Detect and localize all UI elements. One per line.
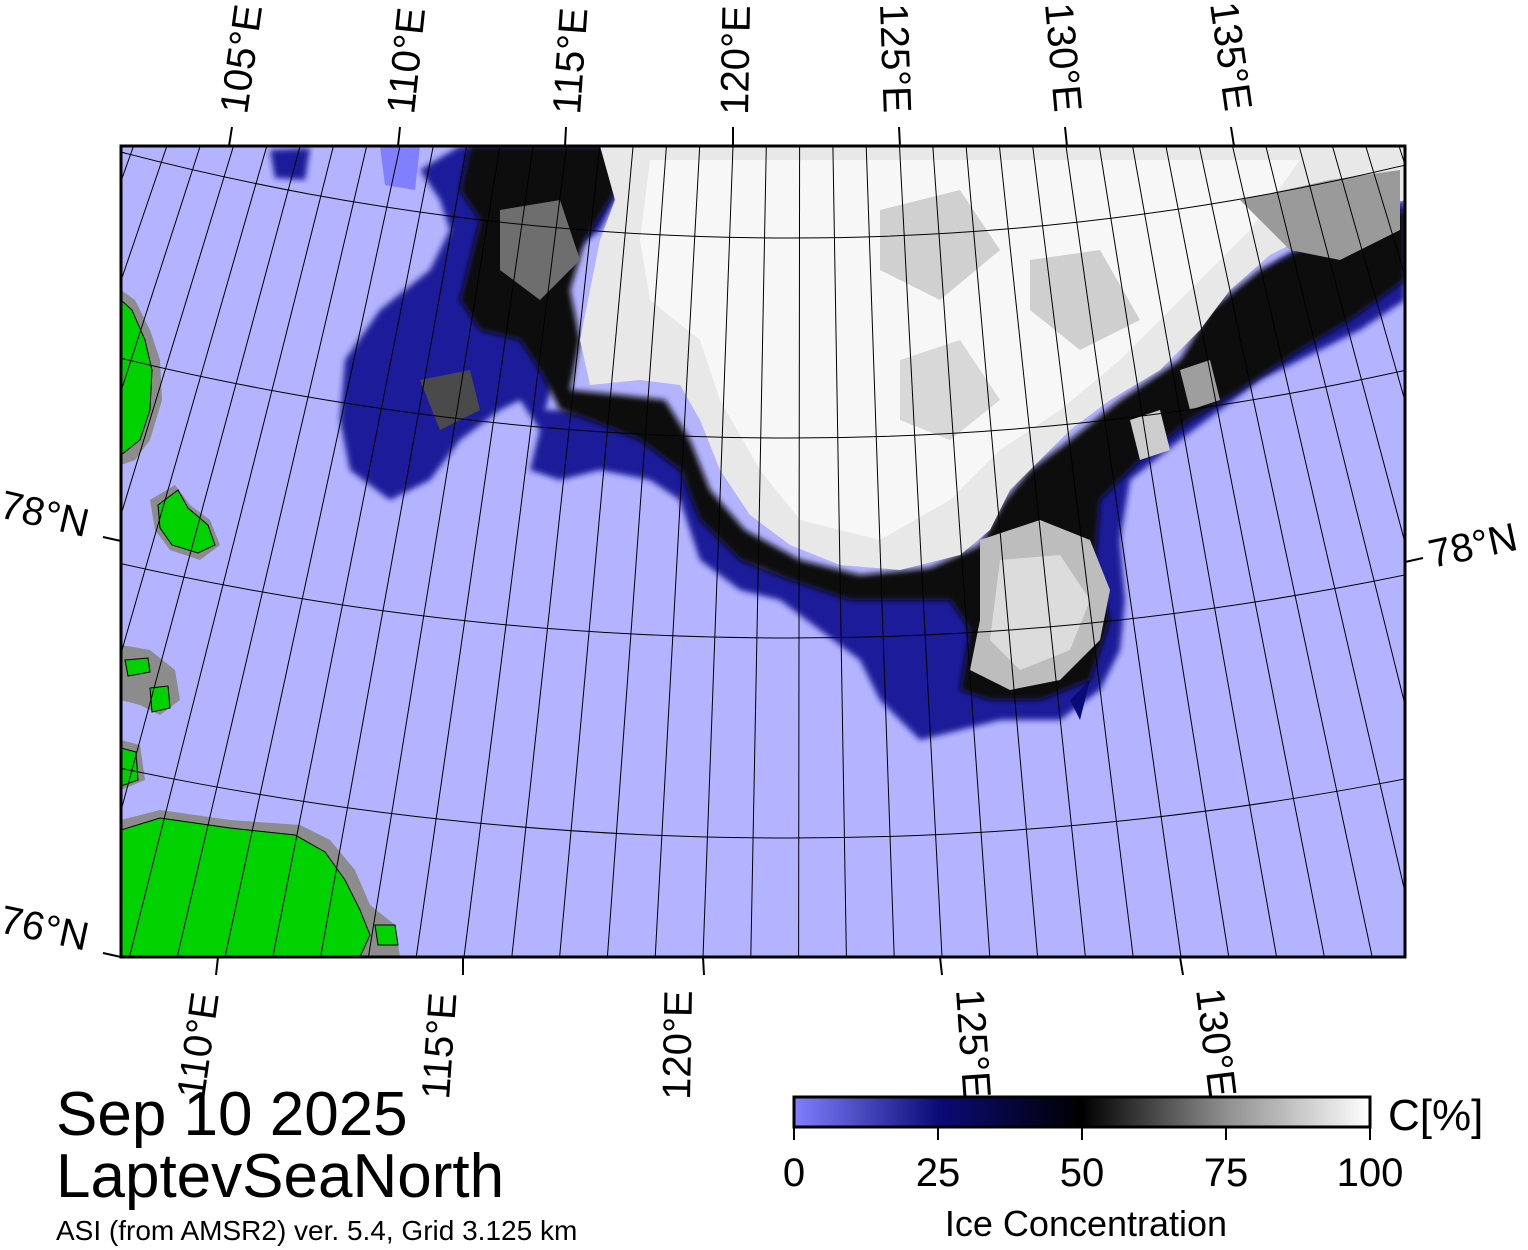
source-label: ASI (from AMSR2) ver. 5.4, Grid 3.125 km — [56, 1215, 578, 1246]
colorbar-gradient — [792, 1095, 1372, 1129]
tick-marks — [102, 126, 1424, 976]
meridian-line — [176, 146, 368, 957]
top-longitude-labels: 105°E 110°E 115°E 120°E 125°E 130°E 135°… — [212, 0, 1260, 116]
west-ice-patches — [270, 146, 420, 190]
meridian-line — [750, 146, 767, 957]
meridian-line — [1265, 146, 1405, 707]
meridian-line — [415, 146, 534, 957]
meridian-line — [121, 146, 201, 393]
meridian-line — [932, 146, 991, 957]
meridian-line — [121, 146, 135, 183]
meridian-line — [1032, 146, 1134, 957]
meridian-line — [998, 146, 1086, 957]
meridian-line — [1232, 146, 1405, 895]
meridian-line — [128, 146, 334, 957]
colorbar: 0 25 50 75 100 C[%] Ice Concentration — [783, 1091, 1483, 1244]
top-lon-label: 115°E — [545, 6, 596, 115]
meridian-line — [511, 146, 601, 957]
top-lon-label: 125°E — [871, 3, 919, 114]
left-lat-label: 76°N — [0, 898, 93, 960]
bottom-lon-label: 120°E — [655, 990, 701, 1100]
meridian-line — [606, 146, 667, 957]
colorbar-tick-label: 75 — [1204, 1151, 1249, 1195]
colorbar-ticks — [793, 1127, 1371, 1140]
top-lon-label: 130°E — [1036, 1, 1089, 114]
meridian-line — [654, 146, 701, 957]
meridian-line — [1098, 146, 1230, 957]
date-label: Sep 10 2025 — [56, 1080, 408, 1149]
meridian-line — [1132, 146, 1278, 957]
top-lon-label: 135°E — [1201, 0, 1260, 114]
meridian-line — [121, 146, 268, 656]
colorbar-tick-label: 0 — [783, 1151, 805, 1195]
region-label: LaptevSeaNorth — [56, 1142, 505, 1211]
meridian-line — [121, 146, 234, 517]
meridian-line — [1065, 146, 1182, 957]
map-frame — [119, 144, 1407, 959]
meridian-line — [0, 146, 100, 957]
colorbar-unit: C[%] — [1388, 1091, 1483, 1140]
meridian-line — [798, 146, 801, 957]
graticule — [0, 146, 1405, 957]
meridian-line — [121, 146, 301, 813]
colorbar-tick-labels: 0 25 50 75 100 — [783, 1151, 1404, 1195]
top-lon-label: 120°E — [713, 5, 759, 115]
meridian-line — [367, 146, 501, 957]
meridian-line — [865, 146, 895, 957]
top-lon-label: 105°E — [212, 2, 271, 116]
top-lon-label: 110°E — [379, 5, 434, 115]
meridian-line — [965, 146, 1039, 957]
meridian-line — [463, 146, 567, 957]
meridian-line — [702, 146, 734, 957]
meridian-line — [1298, 146, 1405, 545]
land-masses — [121, 290, 400, 957]
meridian-line — [1198, 146, 1373, 957]
colorbar-tick-label: 100 — [1337, 1151, 1404, 1195]
right-lat-label: 78°N — [1425, 515, 1522, 577]
meridian-line — [224, 146, 401, 957]
bottom-lon-label: 115°E — [414, 991, 465, 1100]
latitude-labels: 78°N 76°N 78°N — [0, 483, 1521, 959]
meridian-line — [0, 146, 34, 957]
ice-edge-band — [340, 146, 1405, 740]
meridian-line — [0, 146, 67, 957]
left-lat-label: 78°N — [0, 483, 93, 546]
meridian-line — [559, 146, 634, 957]
colorbar-tick-label: 25 — [916, 1151, 961, 1195]
bottom-lon-label: 130°E — [1187, 986, 1244, 1100]
colorbar-tick-label: 50 — [1060, 1151, 1105, 1195]
meridian-line — [1165, 146, 1325, 957]
colorbar-title: Ice Concentration — [945, 1203, 1227, 1244]
meridian-line — [1331, 146, 1405, 403]
meridian-line — [899, 146, 943, 957]
bottom-lon-label: 125°E — [947, 988, 999, 1100]
meridian-line — [832, 146, 847, 957]
meridian-line — [272, 146, 434, 957]
meridian-line — [320, 146, 468, 957]
